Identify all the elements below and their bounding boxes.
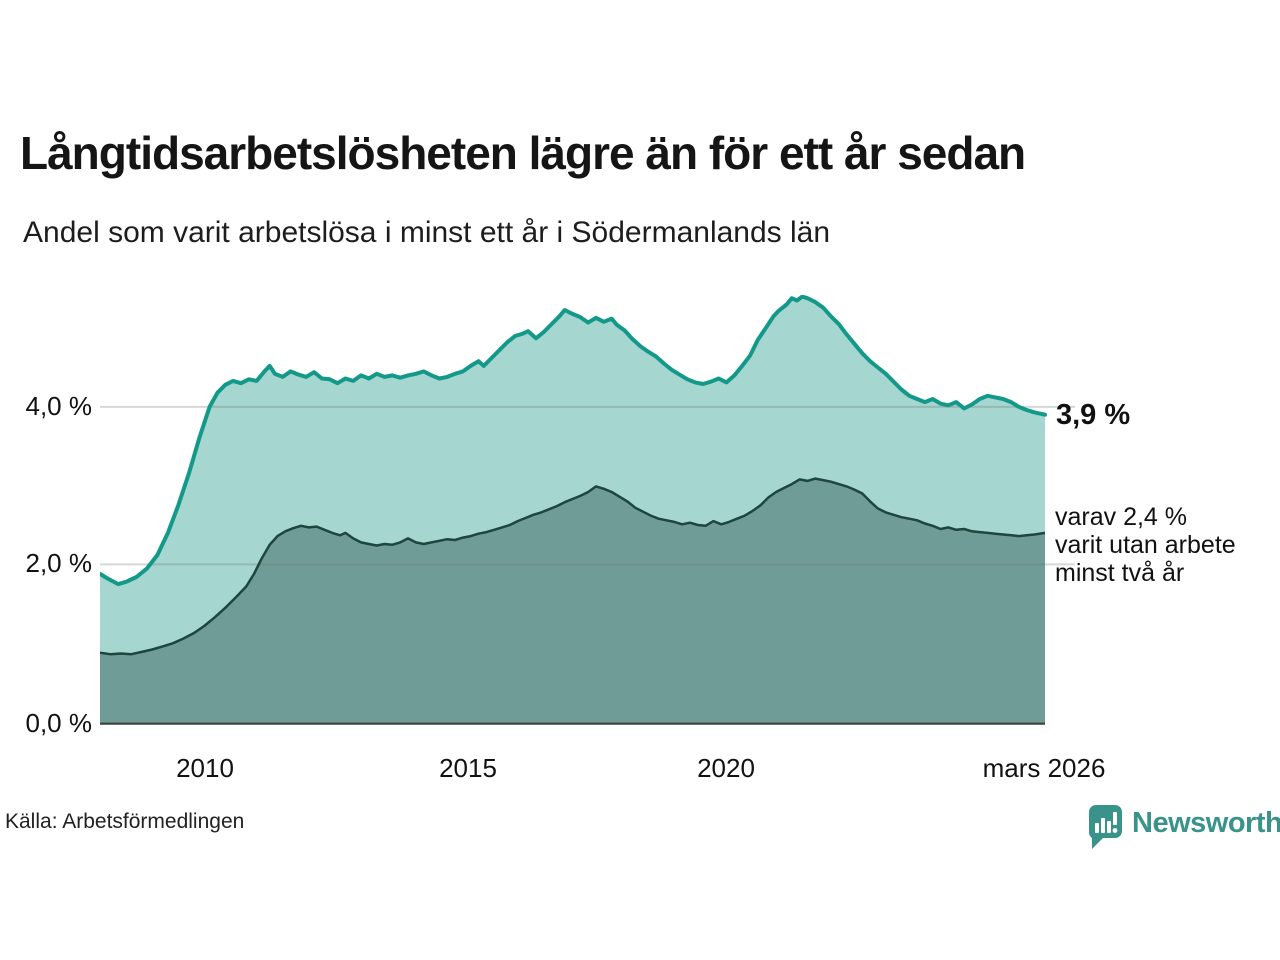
newsworthy-wordmark: Newsworthy <box>1132 807 1280 839</box>
chart-plot-area <box>100 295 1075 725</box>
newsworthy-logo: Newsworthy <box>1086 803 1280 853</box>
series-end-label-two-years: varav 2,4 % varit utan arbete minst två … <box>1055 503 1236 587</box>
series-end-label-one-year: 3,9 % <box>1056 399 1131 431</box>
newsworthy-bubble-chart-icon <box>1088 805 1122 849</box>
end-label-line-3: minst två år <box>1055 559 1185 587</box>
y-axis-tick-4: 4,0 % <box>25 391 93 421</box>
chart-subtitle: Andel som varit arbetslösa i minst ett å… <box>23 216 831 249</box>
end-label-line-1: varav 2,4 % <box>1055 503 1188 531</box>
y-axis-tick-0: 0,0 % <box>25 708 93 738</box>
line-one-year <box>100 295 1047 587</box>
area-fill-two-years <box>100 478 1045 722</box>
page-title: Långtidsarbetslösheten lägre än för ett … <box>20 127 1026 179</box>
y-axis-tick-2: 2,0 % <box>25 548 93 578</box>
x-axis-tick-2020: 2020 <box>697 753 755 783</box>
x-axis-tick-2015: 2015 <box>439 753 497 783</box>
source-attribution: Källa: Arbetsförmedlingen <box>5 810 245 833</box>
x-axis-tick-2010: 2010 <box>176 753 234 783</box>
line-two-years <box>100 477 1046 656</box>
end-label-line-2: varit utan arbete <box>1055 531 1236 559</box>
x-axis-tick-mars-2026: mars 2026 <box>982 753 1106 783</box>
